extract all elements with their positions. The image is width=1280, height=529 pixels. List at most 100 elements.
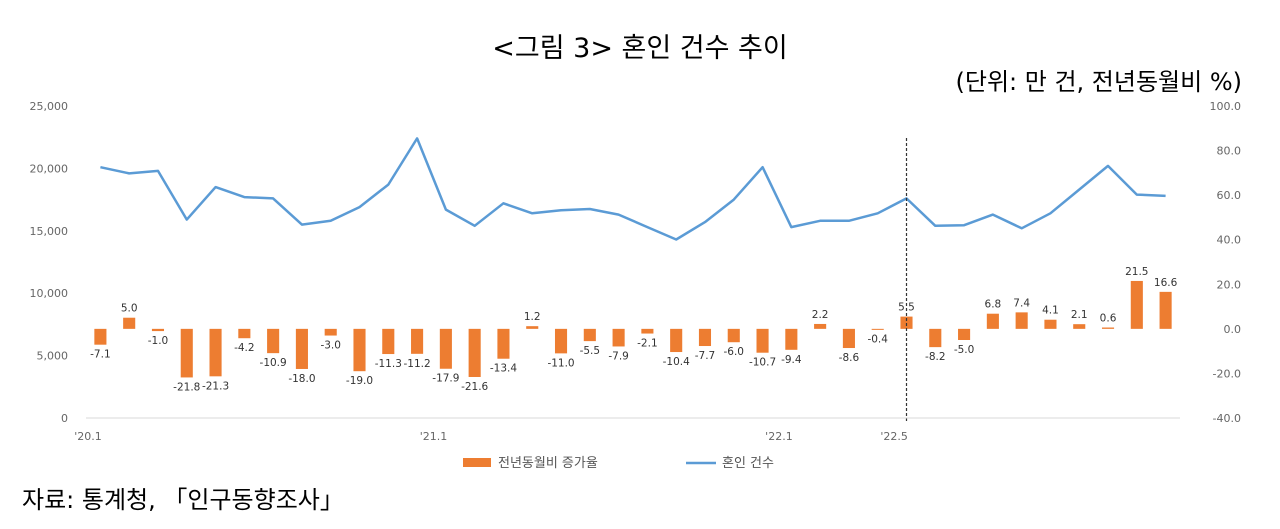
left-axis-tick: 0 bbox=[61, 412, 68, 425]
right-axis-tick: 100.0 bbox=[1210, 100, 1242, 113]
right-axis-tick: -40.0 bbox=[1213, 412, 1241, 425]
right-axis-tick: 80.0 bbox=[1217, 145, 1242, 158]
bar-data-label: -5.0 bbox=[954, 344, 975, 356]
bar-data-label: -19.0 bbox=[346, 375, 373, 387]
bar-data-label: 4.1 bbox=[1042, 305, 1059, 317]
bar-data-label: 0.6 bbox=[1100, 313, 1117, 325]
right-axis-tick: 60.0 bbox=[1217, 189, 1242, 202]
bar bbox=[123, 317, 136, 329]
bar-data-label: -10.4 bbox=[663, 356, 690, 368]
bar-data-label: -21.3 bbox=[202, 380, 229, 392]
bar bbox=[756, 328, 769, 353]
left-axis-tick: 25,000 bbox=[30, 100, 69, 113]
right-axis-tick: 0.0 bbox=[1224, 323, 1242, 336]
right-axis-tick: 20.0 bbox=[1217, 278, 1242, 291]
bar-data-label: -6.0 bbox=[724, 346, 745, 358]
x-axis-tick: '22.1 bbox=[765, 430, 793, 443]
legend: 전년동월비 증가율 혼인 건수 bbox=[463, 456, 774, 471]
bar bbox=[1073, 324, 1086, 329]
bar-data-label: -2.1 bbox=[637, 338, 658, 350]
bar bbox=[698, 328, 712, 347]
bar-data-label: -8.6 bbox=[839, 352, 860, 364]
right-axis-tick: -20.0 bbox=[1213, 367, 1241, 380]
bar-data-label: -10.9 bbox=[260, 357, 287, 369]
bar bbox=[526, 326, 539, 329]
left-axis-tick: 20,000 bbox=[30, 162, 69, 175]
bar bbox=[94, 328, 107, 345]
bar-data-label: 5.5 bbox=[898, 302, 915, 314]
chart-title: <그림 3> 혼인 건수 추이 bbox=[492, 33, 788, 64]
bar-data-label: -1.0 bbox=[148, 335, 169, 347]
bar bbox=[151, 328, 165, 332]
bar-data-label: 21.5 bbox=[1125, 266, 1148, 278]
bar bbox=[1130, 280, 1143, 329]
bar bbox=[411, 328, 424, 354]
bar bbox=[324, 328, 337, 336]
bar-data-label: -7.1 bbox=[90, 349, 111, 361]
bar-data-label: -13.4 bbox=[490, 363, 517, 375]
bar bbox=[900, 316, 913, 329]
bar bbox=[554, 328, 568, 354]
bar-data-label: -0.4 bbox=[867, 334, 888, 346]
x-axis-tick: '20.1 bbox=[74, 430, 102, 443]
x-axis-tick: '22.5 bbox=[880, 430, 908, 443]
bar-data-label: -7.7 bbox=[695, 350, 716, 362]
bar-data-label: -9.4 bbox=[781, 354, 802, 366]
bar-data-label: -11.3 bbox=[375, 358, 402, 370]
bar bbox=[583, 328, 596, 342]
bar bbox=[986, 313, 999, 329]
bar bbox=[238, 328, 251, 339]
bar-data-label: -4.2 bbox=[234, 342, 255, 354]
bar-data-label: 5.0 bbox=[121, 303, 138, 315]
bar-data-label: 6.8 bbox=[985, 299, 1002, 311]
bar bbox=[1159, 291, 1172, 329]
bar bbox=[785, 328, 798, 350]
bar bbox=[612, 328, 625, 347]
bar-data-label: -5.5 bbox=[580, 345, 601, 357]
bar bbox=[353, 328, 366, 372]
bar bbox=[209, 328, 222, 377]
bar-data-label: -7.9 bbox=[608, 350, 629, 362]
legend-line-label: 혼인 건수 bbox=[722, 456, 774, 471]
bar bbox=[497, 328, 510, 359]
bar-data-label: 7.4 bbox=[1013, 297, 1030, 309]
bar bbox=[267, 328, 280, 354]
bar-data-label: -17.9 bbox=[432, 373, 459, 385]
bar bbox=[670, 328, 683, 353]
bar-data-label: -11.0 bbox=[547, 357, 574, 369]
source-note: 자료: 통계청, 「인구동향조사」 bbox=[22, 486, 344, 514]
bar bbox=[929, 328, 942, 348]
bar bbox=[641, 328, 654, 334]
bar bbox=[1015, 312, 1028, 329]
legend-bar-swatch bbox=[463, 458, 491, 467]
bar-data-label: 2.2 bbox=[812, 309, 829, 321]
bar bbox=[871, 328, 884, 330]
left-axis-tick: 15,000 bbox=[30, 225, 69, 238]
bar-data-label: 16.6 bbox=[1154, 277, 1178, 289]
x-axis-tick: '21.1 bbox=[420, 430, 448, 443]
right-axis-tick: 40.0 bbox=[1217, 234, 1242, 247]
bar bbox=[439, 328, 452, 369]
bar bbox=[468, 328, 481, 377]
bar bbox=[382, 328, 395, 355]
unit-label: (단위: 만 건, 전년동월비 %) bbox=[955, 68, 1242, 96]
bar-data-label: 2.1 bbox=[1071, 309, 1088, 321]
left-axis-tick: 5,000 bbox=[37, 350, 69, 363]
bar bbox=[842, 328, 855, 349]
bar-data-label: -11.2 bbox=[403, 358, 430, 370]
legend-bar-label: 전년동월비 증가율 bbox=[498, 456, 598, 471]
bar bbox=[295, 328, 308, 369]
bar-data-label: -21.6 bbox=[461, 381, 488, 393]
bar-data-label: -18.0 bbox=[288, 373, 315, 385]
bar bbox=[1101, 327, 1115, 329]
bar bbox=[958, 328, 971, 340]
bar-data-label: -3.0 bbox=[320, 340, 341, 352]
bar bbox=[814, 323, 827, 329]
bar bbox=[180, 328, 193, 378]
bar-data-label: 1.2 bbox=[524, 311, 541, 323]
bar bbox=[1044, 319, 1057, 329]
bar bbox=[727, 328, 740, 343]
bar-data-label: -8.2 bbox=[925, 351, 946, 363]
combo-chart: 0 5,000 10,000 15,000 20,000 25,000 -40.0 -20.0… bbox=[30, 100, 1242, 471]
line-series bbox=[100, 137, 1166, 241]
